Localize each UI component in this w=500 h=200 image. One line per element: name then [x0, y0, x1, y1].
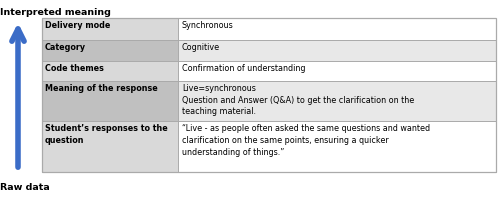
Text: Delivery mode: Delivery mode — [45, 21, 110, 30]
Bar — [42, 121, 178, 172]
Bar — [42, 18, 496, 172]
Text: Live=synchronous
Question and Answer (Q&A) to get the clarification on the
teach: Live=synchronous Question and Answer (Q&… — [182, 84, 414, 116]
Text: Cognitive: Cognitive — [182, 43, 220, 52]
Text: Meaning of the response: Meaning of the response — [45, 84, 158, 93]
Bar — [178, 121, 496, 172]
Bar — [42, 40, 178, 61]
Bar — [178, 61, 496, 81]
Text: Category: Category — [45, 43, 86, 52]
Text: Student’s responses to the
question: Student’s responses to the question — [45, 124, 168, 145]
Text: Raw data: Raw data — [0, 183, 50, 192]
Text: Synchronous: Synchronous — [182, 21, 234, 30]
Text: Interpreted meaning: Interpreted meaning — [0, 8, 111, 17]
Bar — [178, 18, 496, 40]
Bar — [42, 61, 178, 81]
Bar — [178, 81, 496, 121]
Text: “Live - as people often asked the same questions and wanted
clarification on the: “Live - as people often asked the same q… — [182, 124, 430, 157]
Bar — [42, 18, 178, 40]
Text: Confirmation of understanding: Confirmation of understanding — [182, 64, 306, 73]
Bar — [178, 40, 496, 61]
Text: Code themes: Code themes — [45, 64, 104, 73]
Bar — [42, 81, 178, 121]
